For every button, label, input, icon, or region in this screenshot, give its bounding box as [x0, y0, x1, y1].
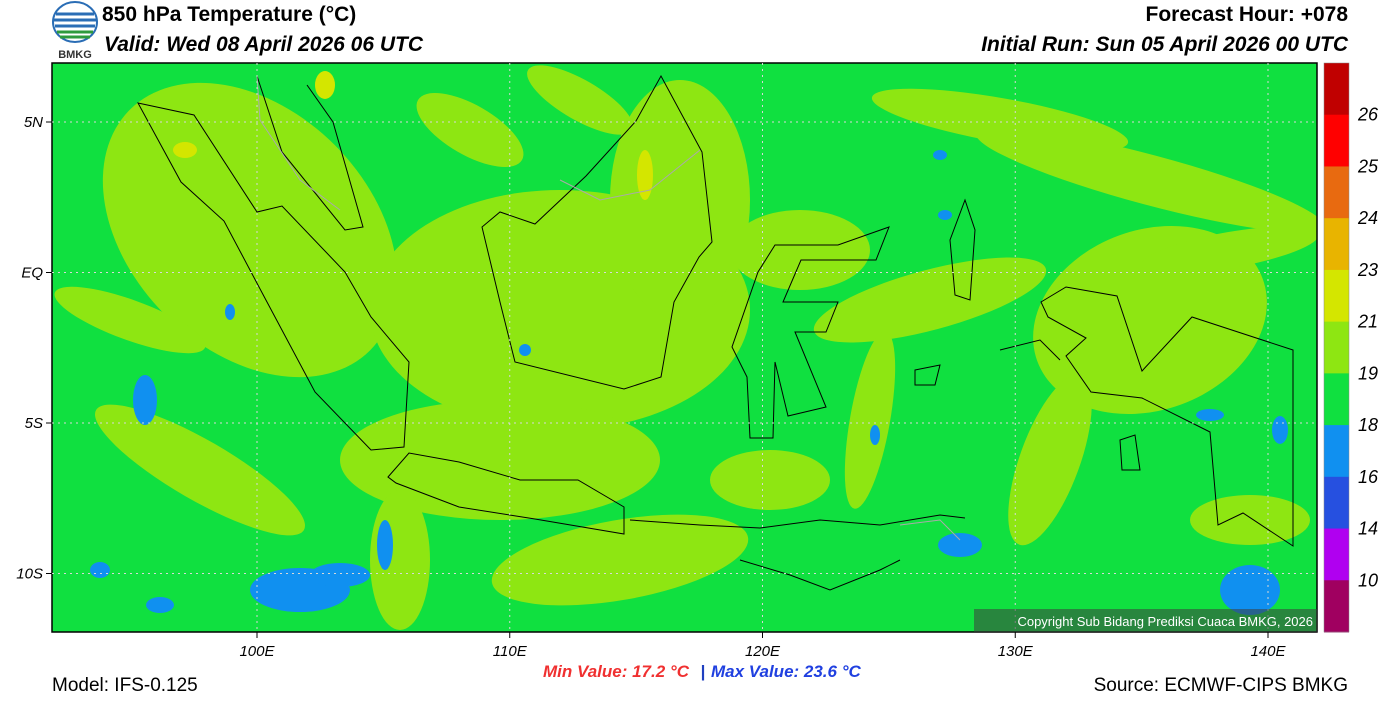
colorbar-swatch	[1324, 528, 1349, 581]
colorbar-swatch	[1324, 425, 1349, 478]
colorbar-label: 24	[1357, 208, 1378, 228]
lon-label: 130E	[998, 643, 1034, 660]
hot-patches	[173, 71, 653, 200]
colorbar-swatch	[1324, 114, 1349, 167]
lat-label: 5N	[24, 114, 43, 131]
logo: BMKG	[52, 1, 98, 61]
borders	[256, 75, 961, 541]
colorbar-label: 19	[1358, 363, 1378, 383]
lon-label: 110E	[493, 643, 528, 660]
colorbar-label: 23	[1357, 260, 1378, 280]
colorbar-label: 25	[1357, 156, 1379, 176]
colorbar-swatch	[1324, 218, 1349, 271]
colorbar-label: 18	[1358, 415, 1378, 435]
lat-label: 5S	[25, 415, 43, 432]
colorbar-label: 26	[1357, 105, 1379, 125]
logo-text: BMKG	[58, 49, 92, 61]
colorbar-frame	[1323, 62, 1350, 633]
coastlines	[137, 74, 1294, 591]
max-value: Max Value: 23.6 °C	[711, 662, 862, 681]
lon-label: 120E	[745, 643, 781, 660]
valid-time: Valid: Wed 08 April 2026 06 UTC	[104, 33, 424, 56]
graticule: 5N EQ 5S 10S 100E 110E 120E 130E 140E	[16, 63, 1317, 660]
lon-label: 100E	[239, 643, 275, 660]
colorbar-swatch	[1324, 580, 1349, 633]
cool-patches	[90, 150, 1288, 615]
lat-label: 10S	[16, 566, 43, 583]
colorbar-swatch	[1324, 63, 1349, 116]
colorbar: 26 25 24 23 21 19 18 16 14 10	[1323, 62, 1379, 633]
colorbar-label: 21	[1357, 312, 1378, 332]
colorbar-label: 14	[1358, 519, 1378, 539]
separator: |	[701, 662, 706, 681]
map-frame	[51, 62, 1318, 633]
initial-run: Initial Run: Sun 05 April 2026 00 UTC	[981, 33, 1349, 56]
colorbar-swatch	[1324, 476, 1349, 530]
map-field	[52, 63, 1317, 632]
lon-label: 140E	[1250, 643, 1286, 660]
min-value: Min Value: 17.2 °C	[543, 662, 690, 681]
colorbar-swatch	[1324, 269, 1349, 323]
colorbar-swatch	[1324, 321, 1349, 374]
colorbar-swatch	[1324, 373, 1349, 426]
colorbar-swatch	[1324, 166, 1349, 219]
source: Source: ECMWF-CIPS BMKG	[1094, 675, 1348, 696]
colorbar-label: 16	[1358, 467, 1379, 487]
title: 850 hPa Temperature (°C)	[102, 3, 356, 26]
copyright-box	[974, 609, 1317, 632]
colorbar-label: 10	[1358, 570, 1378, 590]
lat-label: EQ	[21, 265, 43, 282]
model: Model: IFS-0.125	[52, 675, 198, 696]
copyright: Copyright Sub Bidang Prediksi Cuaca BMKG…	[1017, 614, 1313, 629]
forecast-hour: Forecast Hour: +078	[1146, 3, 1349, 26]
warm-patches	[54, 65, 1317, 630]
